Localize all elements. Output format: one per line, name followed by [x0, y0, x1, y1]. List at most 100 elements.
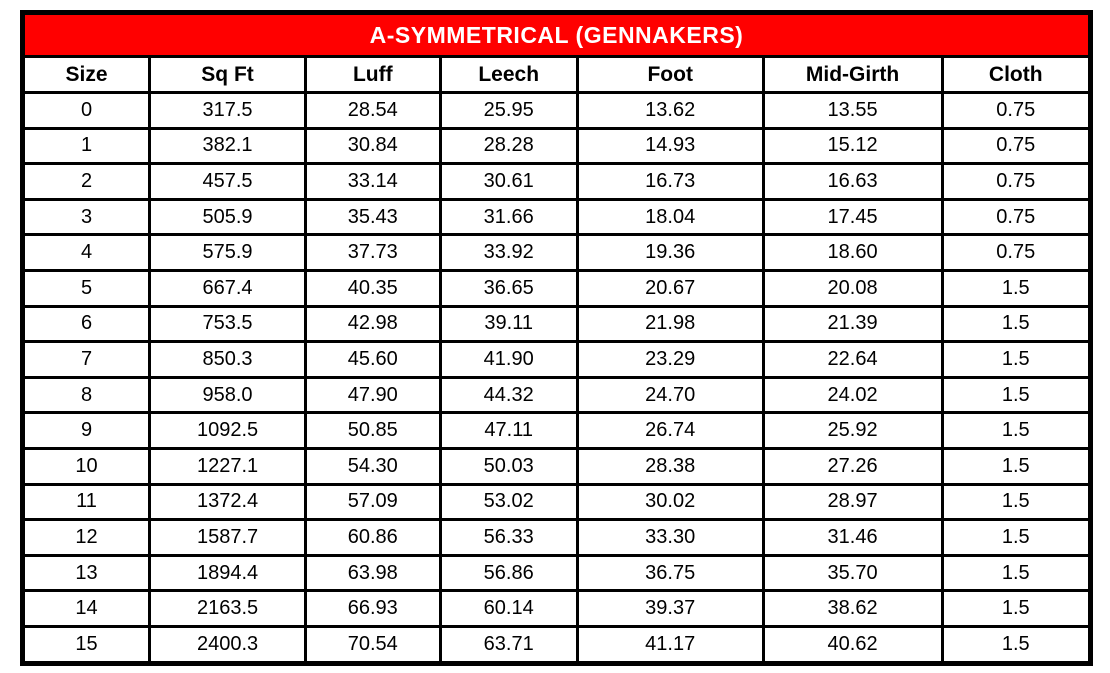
cell-leech: 56.33 — [438, 518, 579, 557]
cell-leech: 63.71 — [438, 624, 579, 665]
table-row: 1 382.1 30.84 28.28 14.93 15.12 0.75 — [20, 126, 1092, 166]
cell-size: 1 — [20, 126, 152, 166]
cell-sqft: 667.4 — [148, 268, 307, 308]
cell-luff: 30.84 — [304, 126, 442, 166]
cell-cloth: 0.75 — [940, 162, 1092, 201]
cell-cloth: 1.5 — [940, 624, 1092, 665]
cell-luff: 63.98 — [304, 553, 442, 593]
cell-mid-girth: 13.55 — [761, 91, 944, 130]
cell-leech: 60.14 — [438, 589, 579, 628]
cell-foot: 24.70 — [575, 375, 765, 415]
cell-mid-girth: 28.97 — [761, 482, 944, 522]
cell-size: 6 — [20, 304, 152, 344]
table-row: 2 457.5 33.14 30.61 16.73 16.63 0.75 — [20, 162, 1092, 201]
cell-foot: 33.30 — [575, 518, 765, 557]
table-row: 10 1227.1 54.30 50.03 28.38 27.26 1.5 — [20, 446, 1092, 486]
cell-foot: 19.36 — [575, 233, 765, 272]
cell-leech: 56.86 — [438, 553, 579, 593]
cell-foot: 39.37 — [575, 589, 765, 628]
cell-luff: 50.85 — [304, 411, 442, 450]
cell-size: 9 — [20, 411, 152, 450]
cell-size: 14 — [20, 589, 152, 628]
cell-sqft: 1092.5 — [148, 411, 307, 450]
cell-size: 12 — [20, 518, 152, 557]
cell-sqft: 1372.4 — [148, 482, 307, 522]
table-row: 3 505.9 35.43 31.66 18.04 17.45 0.75 — [20, 197, 1092, 237]
cell-leech: 53.02 — [438, 482, 579, 522]
cell-leech: 25.95 — [438, 91, 579, 130]
cell-luff: 57.09 — [304, 482, 442, 522]
cell-leech: 47.11 — [438, 411, 579, 450]
table-title: A-SYMMETRICAL (GENNAKERS) — [21, 11, 1092, 58]
cell-leech: 30.61 — [438, 162, 579, 201]
cell-foot: 18.04 — [575, 197, 765, 237]
cell-foot: 21.98 — [575, 304, 765, 344]
table-row: 4 575.9 37.73 33.92 19.36 18.60 0.75 — [20, 233, 1092, 272]
cell-foot: 20.67 — [575, 268, 765, 308]
cell-foot: 41.17 — [575, 624, 765, 665]
cell-mid-girth: 40.62 — [761, 624, 944, 665]
column-header-sqft: Sq Ft — [148, 55, 307, 94]
cell-sqft: 1227.1 — [148, 446, 307, 486]
cell-size: 2 — [20, 162, 152, 201]
cell-foot: 36.75 — [575, 553, 765, 593]
cell-foot: 26.74 — [575, 411, 765, 450]
cell-size: 4 — [20, 233, 152, 272]
cell-mid-girth: 18.60 — [761, 233, 944, 272]
cell-foot: 13.62 — [575, 91, 765, 130]
cell-size: 7 — [20, 340, 152, 379]
column-header-leech: Leech — [438, 55, 579, 94]
cell-mid-girth: 35.70 — [761, 553, 944, 593]
cell-leech: 44.32 — [438, 375, 579, 415]
table-row: 14 2163.5 66.93 60.14 39.37 38.62 1.5 — [20, 589, 1092, 628]
cell-mid-girth: 25.92 — [761, 411, 944, 450]
cell-luff: 66.93 — [304, 589, 442, 628]
cell-leech: 33.92 — [438, 233, 579, 272]
cell-sqft: 1894.4 — [148, 553, 307, 593]
cell-cloth: 1.5 — [940, 589, 1092, 628]
cell-size: 5 — [20, 268, 152, 308]
cell-leech: 39.11 — [438, 304, 579, 344]
cell-mid-girth: 17.45 — [761, 197, 944, 237]
cell-size: 13 — [20, 553, 152, 593]
cell-luff: 47.90 — [304, 375, 442, 415]
cell-mid-girth: 15.12 — [761, 126, 944, 166]
cell-sqft: 382.1 — [148, 126, 307, 166]
cell-leech: 31.66 — [438, 197, 579, 237]
cell-size: 15 — [20, 624, 152, 665]
cell-size: 8 — [20, 375, 152, 415]
cell-foot: 23.29 — [575, 340, 765, 379]
cell-mid-girth: 38.62 — [761, 589, 944, 628]
cell-cloth: 1.5 — [940, 411, 1092, 450]
table-row: 13 1894.4 63.98 56.86 36.75 35.70 1.5 — [20, 553, 1092, 593]
cell-cloth: 0.75 — [940, 197, 1092, 237]
cell-foot: 28.38 — [575, 446, 765, 486]
cell-sqft: 457.5 — [148, 162, 307, 201]
cell-leech: 41.90 — [438, 340, 579, 379]
cell-sqft: 1587.7 — [148, 518, 307, 557]
table-row: 11 1372.4 57.09 53.02 30.02 28.97 1.5 — [20, 482, 1092, 522]
header-row: Size Sq Ft Luff Leech Foot Mid-Girth Clo… — [20, 55, 1092, 94]
cell-cloth: 1.5 — [940, 446, 1092, 486]
cell-sqft: 753.5 — [148, 304, 307, 344]
cell-cloth: 0.75 — [940, 91, 1092, 130]
table-row: 9 1092.5 50.85 47.11 26.74 25.92 1.5 — [20, 411, 1092, 450]
cell-luff: 45.60 — [304, 340, 442, 379]
cell-mid-girth: 16.63 — [761, 162, 944, 201]
column-header-foot: Foot — [575, 55, 765, 94]
cell-luff: 70.54 — [304, 624, 442, 665]
table-row: 15 2400.3 70.54 63.71 41.17 40.62 1.5 — [20, 624, 1092, 665]
cell-luff: 54.30 — [304, 446, 442, 486]
cell-luff: 35.43 — [304, 197, 442, 237]
cell-foot: 14.93 — [575, 126, 765, 166]
cell-foot: 30.02 — [575, 482, 765, 522]
cell-mid-girth: 27.26 — [761, 446, 944, 486]
cell-mid-girth: 24.02 — [761, 375, 944, 415]
cell-cloth: 1.5 — [940, 375, 1092, 415]
cell-sqft: 958.0 — [148, 375, 307, 415]
cell-mid-girth: 22.64 — [761, 340, 944, 379]
column-header-mid-girth: Mid-Girth — [761, 55, 944, 94]
table-row: 0 317.5 28.54 25.95 13.62 13.55 0.75 — [20, 91, 1092, 130]
column-header-cloth: Cloth — [940, 55, 1092, 94]
